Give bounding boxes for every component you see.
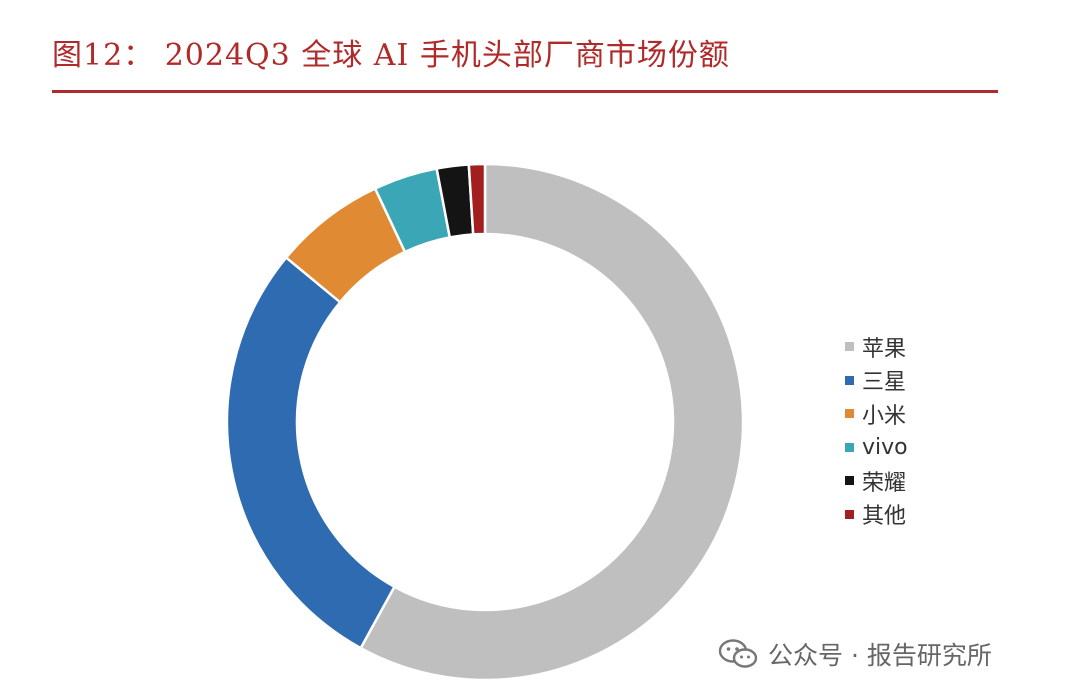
legend-item: 苹果 xyxy=(845,330,908,364)
chart-legend: 苹果三星小米 vivo 荣耀其他 xyxy=(845,330,908,531)
legend-label: 其他 xyxy=(862,504,907,530)
legend-label: 小米 xyxy=(862,403,907,429)
legend-swatch xyxy=(845,509,854,519)
title-divider xyxy=(52,90,998,93)
chart-title: 图12： 2024Q3 全球 AI 手机头部厂商市场份额 xyxy=(52,38,730,73)
donut-slice-2 xyxy=(225,255,397,650)
watermark-text: 公众号 · 报告研究所 xyxy=(768,641,992,670)
legend-item: 三星 xyxy=(845,364,908,398)
wechat-icon xyxy=(718,639,758,668)
legend-label: 苹果 xyxy=(862,336,907,362)
legend-swatch xyxy=(845,375,854,385)
legend-swatch xyxy=(845,442,854,452)
legend-label: 荣耀 xyxy=(862,470,907,496)
legend-label: 三星 xyxy=(862,370,907,396)
legend-swatch xyxy=(845,409,854,419)
legend-item: vivo xyxy=(845,431,908,465)
legend-label: vivo xyxy=(862,434,908,460)
legend-item: 荣耀 xyxy=(845,464,908,498)
donut-slice-6 xyxy=(467,162,487,236)
donut-slice-1 xyxy=(359,162,745,682)
watermark: 公众号 · 报告研究所 xyxy=(718,636,992,672)
legend-item: 其他 xyxy=(845,498,908,532)
legend-swatch xyxy=(845,476,854,486)
legend-item: 小米 xyxy=(845,397,908,431)
legend-swatch xyxy=(845,342,854,352)
